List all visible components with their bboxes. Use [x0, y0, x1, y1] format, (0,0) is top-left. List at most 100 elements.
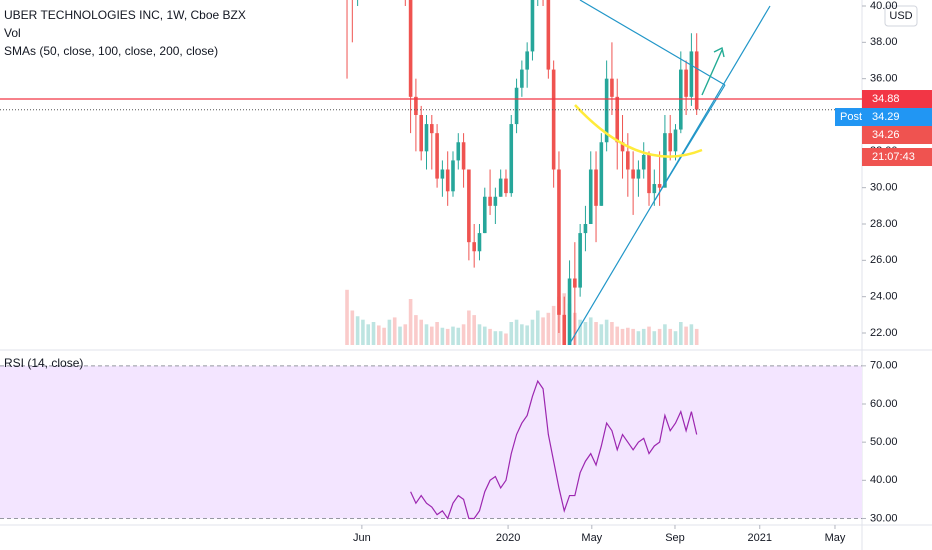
rsi-tick-label: 40.00 [870, 474, 898, 486]
rsi-tick-label: 70.00 [870, 360, 898, 372]
candle-body [588, 169, 593, 225]
rsi-label: RSI (14, close) [4, 356, 83, 370]
candle-body [647, 154, 651, 194]
candle-body [599, 142, 604, 206]
candle-body [445, 169, 450, 192]
tag-box [835, 108, 867, 127]
candle-body [546, 0, 551, 70]
price-label-box [862, 108, 932, 127]
candle-body [435, 133, 439, 179]
currency-button[interactable] [884, 5, 918, 27]
volume-bar [398, 326, 402, 345]
x-tick-label: Sep [665, 532, 685, 544]
candle-body [562, 314, 567, 345]
candle-body [684, 69, 688, 97]
candle-body [673, 129, 678, 152]
candle-body [520, 69, 524, 88]
volume-bar [546, 312, 551, 345]
candle-body [636, 169, 641, 179]
candle-body [525, 51, 529, 70]
countdown-box [862, 148, 932, 167]
candle-body [530, 0, 535, 52]
volume-bar [482, 326, 487, 345]
volume-bar [445, 328, 450, 345]
volume-bar [392, 317, 397, 345]
candle-body [482, 196, 487, 234]
candle-body [689, 51, 694, 97]
volume-bar [694, 328, 699, 345]
currency[interactable]: USD [889, 10, 912, 22]
candle-body [578, 233, 582, 288]
candle-body [493, 196, 498, 206]
volume-bar [472, 315, 476, 345]
candle-body [615, 96, 620, 143]
candle-body [488, 196, 492, 206]
volume-bar [451, 326, 455, 345]
x-tick-label: Jun [353, 532, 371, 544]
candle-body [440, 169, 445, 179]
volume-bar [361, 319, 365, 345]
candle-body [652, 184, 657, 194]
candle-body [472, 242, 476, 252]
candle-body [424, 124, 429, 152]
volume-bar [673, 331, 678, 345]
volume-bar [525, 325, 529, 345]
candle-body [631, 169, 635, 179]
volume-bar [631, 328, 635, 345]
candle-body [408, 0, 413, 97]
candle-body [594, 169, 598, 206]
volume-bar [663, 324, 667, 345]
y-tick-label: 26.00 [870, 254, 898, 266]
price-label-box [862, 90, 932, 109]
volume-label: Vol [4, 26, 21, 40]
volume-bar [668, 328, 673, 345]
volume-bar [424, 324, 429, 345]
sma-label: SMAs (50, close, 100, close, 200, close) [4, 44, 218, 58]
volume-bar [520, 324, 524, 345]
volume-bar [435, 322, 439, 345]
rsi-band [0, 365, 862, 519]
volume-bar [509, 322, 514, 345]
volume-bar [641, 328, 646, 345]
volume-bar [414, 315, 418, 345]
y-tick-label: 22.00 [870, 327, 898, 339]
volume-bar [488, 328, 492, 345]
volume-bar [578, 319, 582, 345]
y-tick-label: 36.00 [870, 73, 898, 85]
candle-body [620, 142, 625, 152]
candle-body [641, 154, 646, 170]
volume-bar [689, 324, 694, 345]
x-tick-label: May [825, 532, 846, 544]
price-label: 34.29 [872, 111, 900, 123]
rsi-tick-label: 60.00 [870, 398, 898, 410]
volume-bar [504, 333, 508, 345]
volume-bar [355, 316, 360, 345]
volume-bar [535, 310, 540, 345]
volume-bar [626, 327, 630, 345]
trend-line [654, 84, 726, 201]
candle-body [504, 178, 508, 194]
countdown: 21:07:43 [872, 151, 915, 163]
x-tick-label: 2020 [496, 532, 520, 544]
rsi-tick-label: 30.00 [870, 512, 898, 524]
rsi-tick-label: 50.00 [870, 436, 898, 448]
y-tick-label: 28.00 [870, 218, 898, 230]
volume-bar [514, 319, 519, 345]
candle-body [567, 278, 572, 345]
volume-bar [456, 327, 461, 345]
volume-bar [684, 326, 688, 345]
candle-body [551, 69, 556, 170]
volume-bar [636, 331, 641, 345]
volume-bar [530, 319, 535, 345]
candle-body [498, 178, 503, 197]
volume-bar [493, 331, 498, 345]
candle-body [429, 124, 434, 134]
volume-bar [419, 319, 423, 345]
volume-bar [440, 327, 445, 345]
volume-bar [679, 322, 683, 345]
candle-body [451, 160, 455, 192]
candle-body [604, 78, 609, 143]
candle-body [509, 124, 514, 194]
trend-line [579, 0, 726, 86]
candle-body [477, 233, 482, 252]
